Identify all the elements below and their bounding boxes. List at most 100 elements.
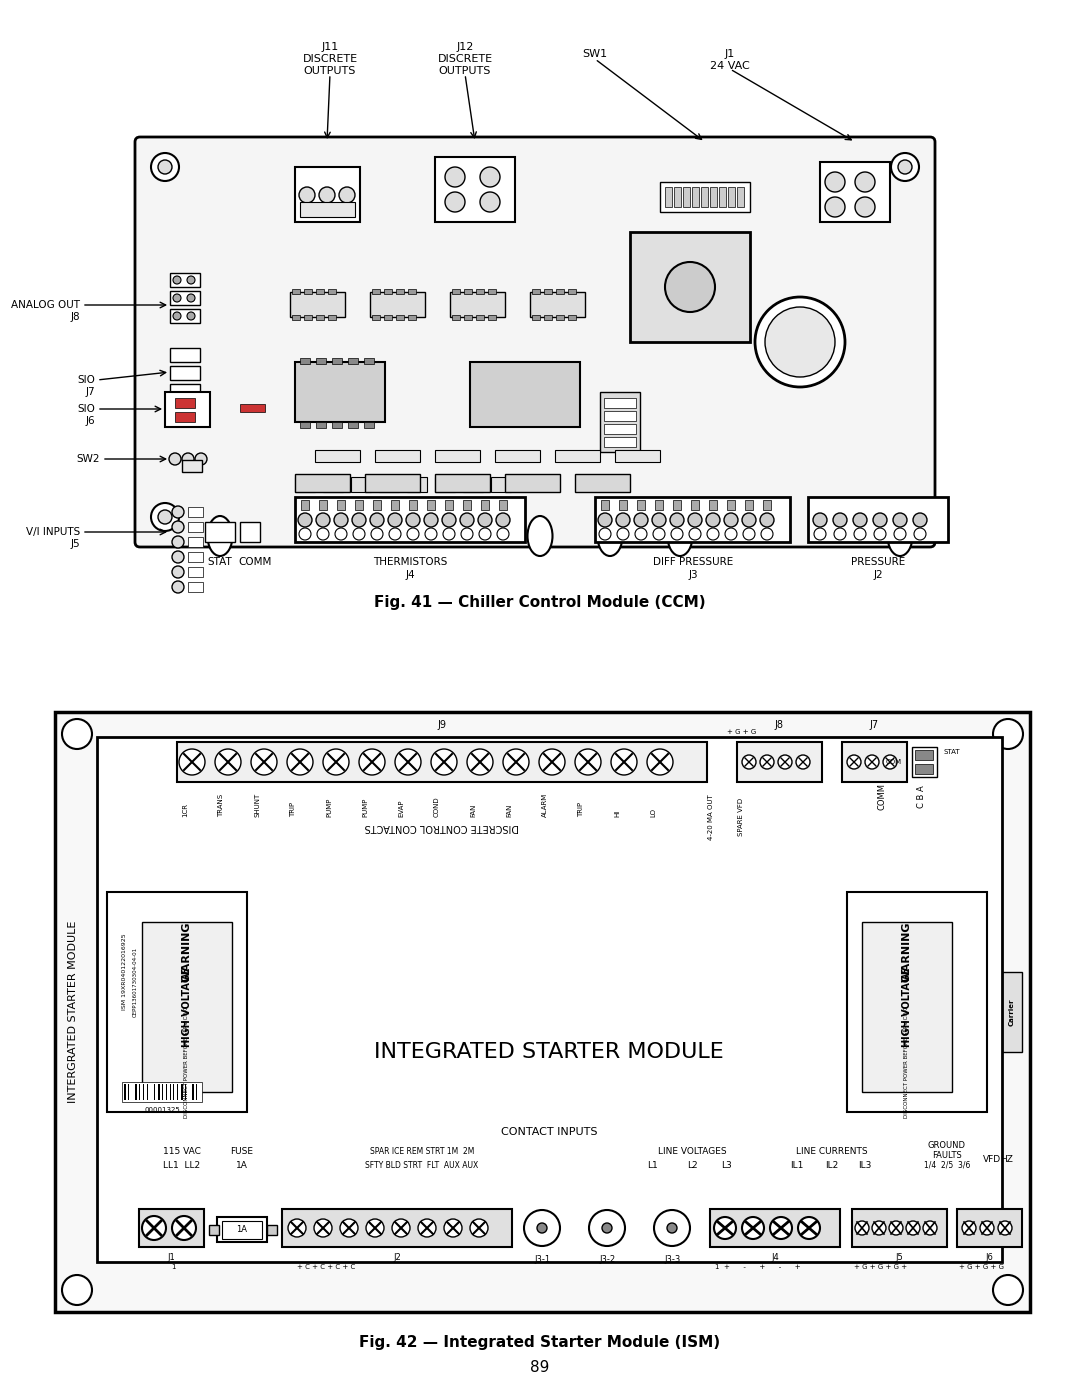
Bar xyxy=(556,314,564,320)
Circle shape xyxy=(503,749,529,775)
Text: L1: L1 xyxy=(647,1161,658,1169)
Text: ANALOG OUT: ANALOG OUT xyxy=(11,300,80,310)
Bar xyxy=(300,358,310,365)
Circle shape xyxy=(172,506,184,518)
Bar xyxy=(745,500,753,510)
Text: HZ: HZ xyxy=(1000,1154,1013,1164)
Bar xyxy=(604,425,636,434)
Bar xyxy=(665,187,672,207)
Text: 1A: 1A xyxy=(237,1225,247,1234)
Circle shape xyxy=(755,298,845,387)
Circle shape xyxy=(993,1275,1023,1305)
Text: VFD: VFD xyxy=(983,1154,1001,1164)
Circle shape xyxy=(187,312,195,320)
Circle shape xyxy=(635,528,647,541)
Circle shape xyxy=(445,168,465,187)
Bar xyxy=(364,422,374,427)
Circle shape xyxy=(172,566,184,578)
Circle shape xyxy=(891,154,919,182)
Text: DISCRETE CONTROL CONTACTS: DISCRETE CONTROL CONTACTS xyxy=(365,821,519,833)
Bar xyxy=(544,314,552,320)
Circle shape xyxy=(667,1222,677,1234)
Circle shape xyxy=(980,1221,994,1235)
Bar xyxy=(568,289,576,293)
Circle shape xyxy=(183,453,194,465)
Bar xyxy=(470,362,580,427)
Bar xyxy=(435,450,480,462)
Circle shape xyxy=(173,312,181,320)
Circle shape xyxy=(743,528,755,541)
Bar xyxy=(175,412,195,422)
Text: L2: L2 xyxy=(687,1161,698,1169)
Circle shape xyxy=(442,513,456,527)
Circle shape xyxy=(906,1221,920,1235)
Circle shape xyxy=(158,161,172,175)
Circle shape xyxy=(855,172,875,191)
Bar xyxy=(450,292,505,317)
Circle shape xyxy=(141,1215,166,1241)
Circle shape xyxy=(598,513,612,527)
Text: DISCRETE: DISCRETE xyxy=(437,54,492,64)
Text: J11: J11 xyxy=(322,42,339,52)
Bar xyxy=(147,1084,148,1099)
Bar xyxy=(708,500,717,510)
Circle shape xyxy=(874,528,886,541)
Bar xyxy=(915,764,933,774)
Bar xyxy=(177,742,707,782)
Text: CEPP13601730304-04-01: CEPP13601730304-04-01 xyxy=(133,947,137,1017)
Circle shape xyxy=(724,513,738,527)
Circle shape xyxy=(993,719,1023,749)
Bar xyxy=(295,168,360,222)
Bar xyxy=(240,522,260,542)
Bar xyxy=(464,314,472,320)
Bar xyxy=(660,182,750,212)
Bar xyxy=(375,450,420,462)
Circle shape xyxy=(418,1220,436,1236)
Circle shape xyxy=(187,293,195,302)
Bar xyxy=(267,1225,276,1235)
Circle shape xyxy=(424,513,438,527)
Circle shape xyxy=(671,528,683,541)
Text: C B A: C B A xyxy=(918,785,927,809)
Bar xyxy=(170,348,200,362)
Bar xyxy=(319,500,327,510)
Bar xyxy=(654,500,663,510)
Circle shape xyxy=(172,521,184,534)
Circle shape xyxy=(392,1220,410,1236)
Bar xyxy=(600,500,609,510)
Bar xyxy=(435,156,515,222)
Bar xyxy=(727,500,735,510)
Text: DISCONNECT POWER BEFORE SERVICING: DISCONNECT POWER BEFORE SERVICING xyxy=(905,1006,909,1118)
Bar xyxy=(1002,972,1022,1052)
Bar xyxy=(300,422,310,427)
Circle shape xyxy=(778,754,792,768)
Bar xyxy=(396,289,404,293)
Circle shape xyxy=(496,513,510,527)
Circle shape xyxy=(923,1221,937,1235)
Text: HIGH VOLTAGE: HIGH VOLTAGE xyxy=(902,967,912,1046)
Bar xyxy=(637,500,645,510)
Circle shape xyxy=(602,1222,612,1234)
Text: STAT: STAT xyxy=(944,749,960,754)
Bar xyxy=(355,500,363,510)
Circle shape xyxy=(688,513,702,527)
Bar xyxy=(915,750,933,760)
Circle shape xyxy=(914,528,926,541)
Text: J4: J4 xyxy=(771,1253,779,1261)
Circle shape xyxy=(670,513,684,527)
Circle shape xyxy=(172,581,184,592)
Circle shape xyxy=(372,528,383,541)
Bar xyxy=(315,450,360,462)
Bar xyxy=(710,187,717,207)
Bar xyxy=(240,404,265,412)
Bar xyxy=(532,289,540,293)
Bar xyxy=(820,162,890,222)
Bar xyxy=(192,1084,194,1099)
Text: V/I INPUTS: V/I INPUTS xyxy=(26,527,80,536)
Text: SIO: SIO xyxy=(77,374,95,386)
Text: DIFF PRESSURE: DIFF PRESSURE xyxy=(653,557,733,567)
Bar xyxy=(188,536,203,548)
Text: J8: J8 xyxy=(70,312,80,321)
Text: SPARE VFD: SPARE VFD xyxy=(738,798,744,835)
Text: Fig. 42 — Integrated Starter Module (ISM): Fig. 42 — Integrated Starter Module (ISM… xyxy=(360,1334,720,1350)
